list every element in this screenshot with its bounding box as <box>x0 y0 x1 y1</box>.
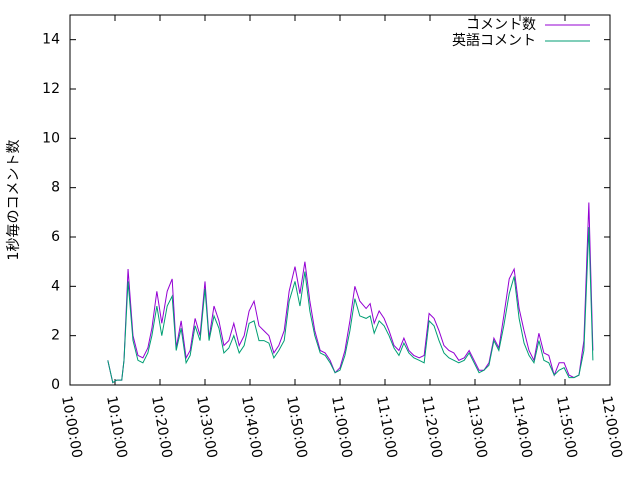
y-tick-label: 6 <box>51 229 60 245</box>
series-line <box>107 227 594 384</box>
y-tick-label: 10 <box>42 130 60 146</box>
x-tick-label: 11:30:00 <box>463 395 490 460</box>
series-line <box>107 202 594 384</box>
y-tick-label: 4 <box>51 278 60 294</box>
x-tick-label: 10:00:00 <box>58 395 85 460</box>
y-tick-label: 0 <box>51 377 60 393</box>
legend-label: 英語コメント <box>452 32 536 49</box>
x-tick-label: 11:00:00 <box>328 395 355 460</box>
x-tick-label: 12:00:00 <box>598 395 625 460</box>
y-tick-label: 2 <box>51 328 60 344</box>
legend-label: コメント数 <box>466 17 536 33</box>
x-tick-label: 10:20:00 <box>148 395 175 460</box>
x-tick-label: 10:10:00 <box>103 395 130 460</box>
y-axis-label: 1秒毎のコメント数 <box>6 140 22 261</box>
x-tick-label: 10:30:00 <box>193 395 220 460</box>
x-tick-label: 10:50:00 <box>283 395 310 460</box>
x-tick-label: 10:40:00 <box>238 395 265 460</box>
x-tick-label: 11:10:00 <box>373 395 400 460</box>
y-tick-label: 8 <box>51 180 60 196</box>
x-tick-label: 11:20:00 <box>418 395 445 460</box>
x-tick-label: 11:50:00 <box>553 395 580 460</box>
y-tick-label: 12 <box>42 81 60 97</box>
x-tick-label: 11:40:00 <box>508 395 535 460</box>
plot-border <box>69 14 611 386</box>
y-tick-label: 14 <box>42 32 60 48</box>
